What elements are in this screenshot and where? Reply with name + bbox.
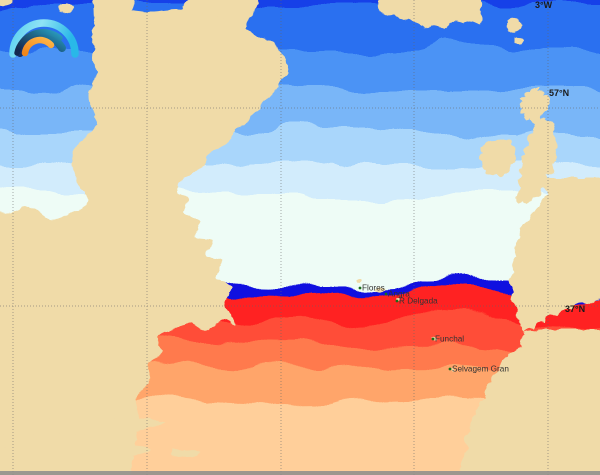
svg-text:3°W: 3°W xyxy=(535,0,553,10)
svg-text:R Delgada: R Delgada xyxy=(399,297,438,306)
svg-text:Funchal: Funchal xyxy=(435,335,464,344)
svg-text:Selvagem Gran: Selvagem Gran xyxy=(452,365,509,374)
svg-text:37°N: 37°N xyxy=(565,304,585,314)
svg-text:57°N: 57°N xyxy=(549,88,569,98)
svg-text:Flores: Flores xyxy=(362,284,385,293)
